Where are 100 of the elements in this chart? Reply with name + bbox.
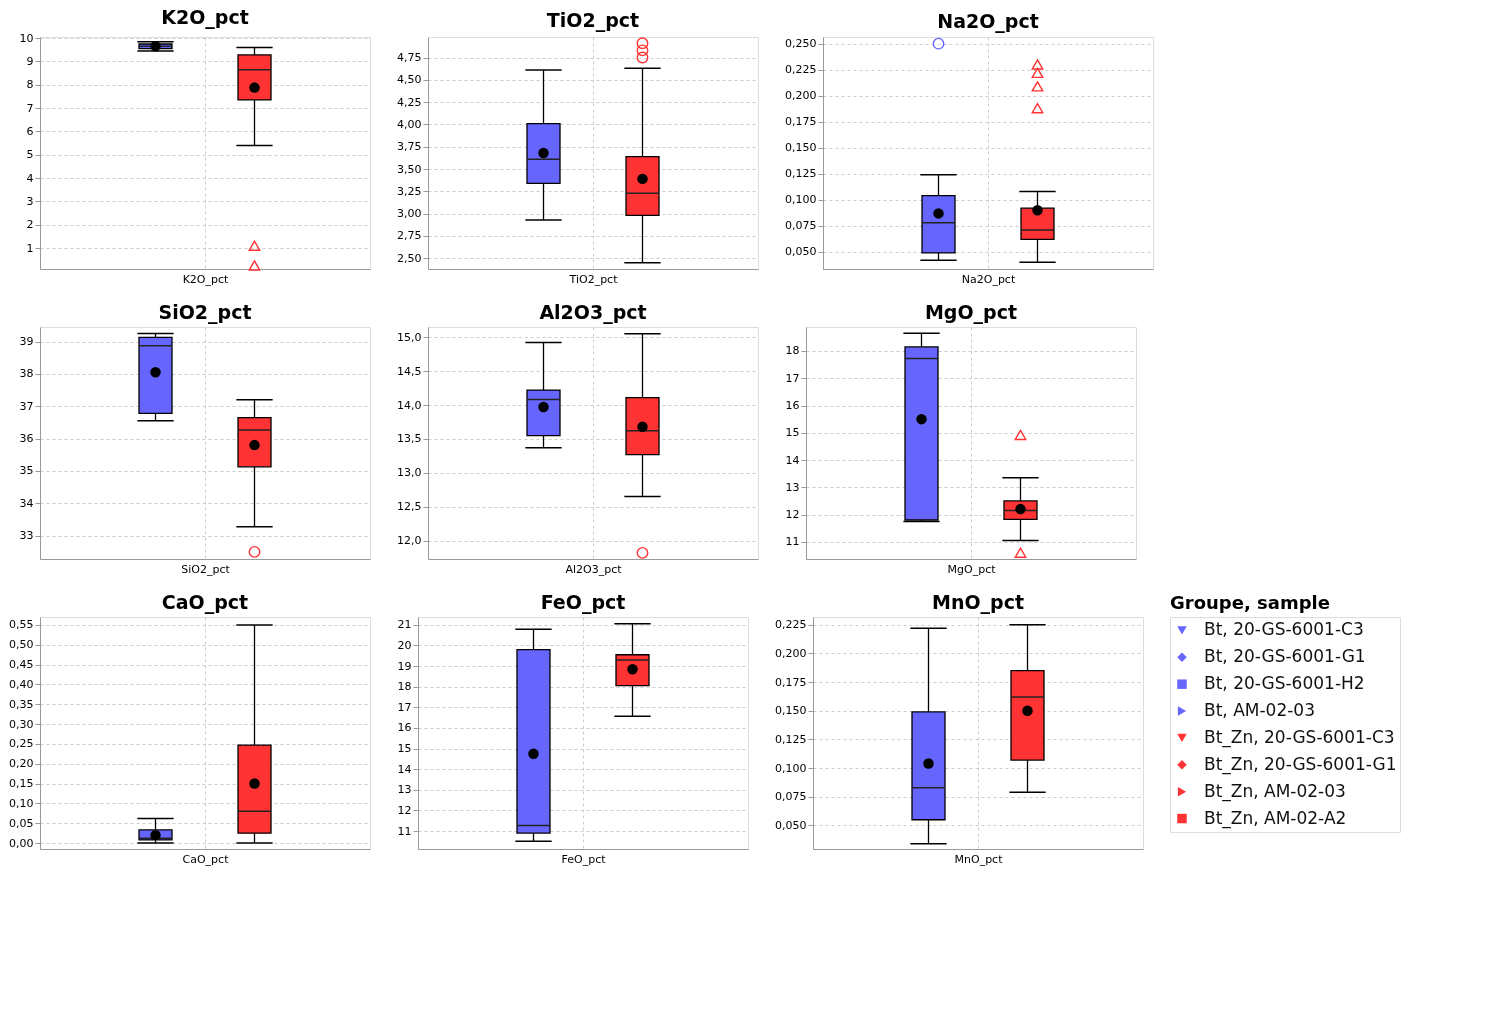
- legend-label: Bt, 20-GS-6001-G1: [1204, 646, 1366, 667]
- y-tick-label: 16: [785, 399, 800, 413]
- y-tick-label: 0,40: [9, 677, 34, 691]
- y-tick-label: 14: [397, 762, 412, 776]
- y-tick-label: 13: [785, 480, 800, 494]
- y-tick-label: 13,0: [397, 466, 422, 480]
- y-tick-label: 0,35: [9, 697, 34, 711]
- y-tick-label: 4: [26, 171, 34, 185]
- y-tick-label: 0,075: [775, 790, 807, 804]
- legend-label: Bt, 20-GS-6001-C3: [1204, 619, 1364, 640]
- y-tick-label: 16: [397, 721, 412, 735]
- chart-title: CaO_pct: [161, 591, 249, 614]
- y-tick-label: 0,200: [785, 89, 817, 103]
- y-tick-label: 12,5: [397, 500, 422, 514]
- y-tick-label: 20: [397, 638, 412, 652]
- y-tick-label: 5: [26, 148, 34, 162]
- x-axis-title: MnO_pct: [954, 852, 1004, 866]
- y-tick-label: 0,075: [785, 219, 817, 233]
- chart-title: MgO_pct: [924, 301, 1018, 324]
- y-tick-label: 0,250: [785, 37, 817, 51]
- y-tick-label: 0,100: [775, 761, 807, 775]
- y-tick-label: 0,200: [775, 646, 807, 660]
- y-tick-label: 0,225: [785, 63, 817, 77]
- y-tick-label: 18: [785, 344, 800, 358]
- y-tick-label: 3,75: [397, 140, 422, 154]
- y-tick-label: 0,175: [775, 675, 807, 689]
- legend-title: Groupe, sample: [1170, 592, 1330, 613]
- y-tick-label: 0,125: [785, 167, 817, 181]
- legend-label: Bt_Zn, AM-02-A2: [1204, 807, 1347, 829]
- y-tick-label: 0,100: [785, 193, 817, 207]
- y-tick-label: 9: [26, 54, 34, 68]
- y-tick-label: 11: [397, 824, 412, 838]
- chart-title: Na2O_pct: [937, 9, 1039, 33]
- y-tick-label: 0,00: [9, 836, 34, 850]
- y-tick-label: 0,225: [775, 618, 807, 632]
- x-axis-title: Na2O_pct: [961, 272, 1016, 286]
- y-tick-label: 0,05: [9, 816, 34, 830]
- y-tick-label: 33: [19, 529, 34, 543]
- y-tick-label: 4,75: [397, 51, 422, 65]
- y-tick-label: 37: [19, 399, 34, 413]
- y-tick-label: 8: [26, 78, 34, 92]
- y-tick-label: 13: [397, 783, 412, 797]
- y-tick-label: 10: [19, 31, 34, 45]
- chart-title: K2O_pct: [161, 6, 249, 30]
- y-tick-label: 14,5: [397, 364, 422, 378]
- y-tick-label: 38: [19, 367, 34, 381]
- y-tick-label: 15: [397, 742, 412, 756]
- y-tick-label: 35: [19, 464, 34, 478]
- y-tick-label: 0,10: [9, 796, 34, 810]
- y-tick-label: 14,0: [397, 398, 422, 412]
- x-axis-title: K2O_pct: [182, 272, 230, 286]
- y-tick-label: 4,50: [397, 73, 422, 87]
- y-tick-label: 2: [26, 218, 34, 232]
- y-tick-label: 0,125: [775, 732, 807, 746]
- y-tick-label: 0,050: [775, 818, 807, 832]
- x-axis-title: TiO2_pct: [568, 272, 619, 286]
- legend-label: Bt, AM-02-03: [1204, 700, 1315, 721]
- chart-title: MnO_pct: [931, 591, 1025, 614]
- y-tick-label: 19: [397, 659, 412, 673]
- chart-title: TiO2_pct: [546, 9, 640, 33]
- y-tick-label: 6: [26, 124, 34, 138]
- y-tick-label: 11: [785, 535, 800, 549]
- y-tick-label: 0,55: [9, 618, 34, 632]
- y-tick-label: 0,150: [785, 141, 817, 155]
- y-tick-label: 12: [785, 508, 800, 522]
- y-tick-label: 15: [785, 426, 800, 440]
- chart-title: Al2O3_pct: [539, 301, 647, 324]
- y-tick-label: 4,00: [397, 117, 422, 131]
- y-tick-label: 0,15: [9, 777, 34, 791]
- x-axis-title: FeO_pct: [561, 852, 607, 866]
- y-tick-label: 0,50: [9, 638, 34, 652]
- x-axis-title: MgO_pct: [947, 562, 997, 576]
- chart-title: FeO_pct: [540, 591, 626, 614]
- y-tick-label: 14: [785, 453, 800, 467]
- y-tick-label: 3,50: [397, 162, 422, 176]
- y-tick-label: 39: [19, 335, 34, 349]
- y-tick-label: 17: [785, 371, 800, 385]
- y-tick-label: 13,5: [397, 432, 422, 446]
- legend-label: Bt, 20-GS-6001-H2: [1204, 673, 1365, 694]
- x-axis-title: Al2O3_pct: [565, 562, 623, 576]
- y-tick-label: 3: [26, 194, 34, 208]
- y-tick-label: 36: [19, 432, 34, 446]
- y-tick-label: 0,30: [9, 717, 34, 731]
- y-tick-label: 0,050: [785, 245, 817, 259]
- y-tick-label: 17: [397, 700, 412, 714]
- x-axis-title: SiO2_pct: [181, 562, 231, 576]
- y-tick-label: 34: [19, 496, 34, 510]
- y-tick-label: 4,25: [397, 95, 422, 109]
- y-tick-label: 0,150: [775, 704, 807, 718]
- y-tick-label: 1: [26, 241, 34, 255]
- y-tick-label: 3,00: [397, 207, 422, 221]
- y-tick-label: 0,45: [9, 658, 34, 672]
- y-tick-label: 15,0: [397, 330, 422, 344]
- y-tick-label: 0,20: [9, 757, 34, 771]
- y-tick-label: 7: [26, 101, 34, 115]
- legend-label: Bt_Zn, AM-02-03: [1204, 780, 1346, 802]
- y-tick-label: 3,25: [397, 184, 422, 198]
- legend-label: Bt_Zn, 20-GS-6001-C3: [1204, 726, 1395, 748]
- legend-label: Bt_Zn, 20-GS-6001-G1: [1204, 753, 1397, 775]
- chart-title: SiO2_pct: [158, 301, 252, 324]
